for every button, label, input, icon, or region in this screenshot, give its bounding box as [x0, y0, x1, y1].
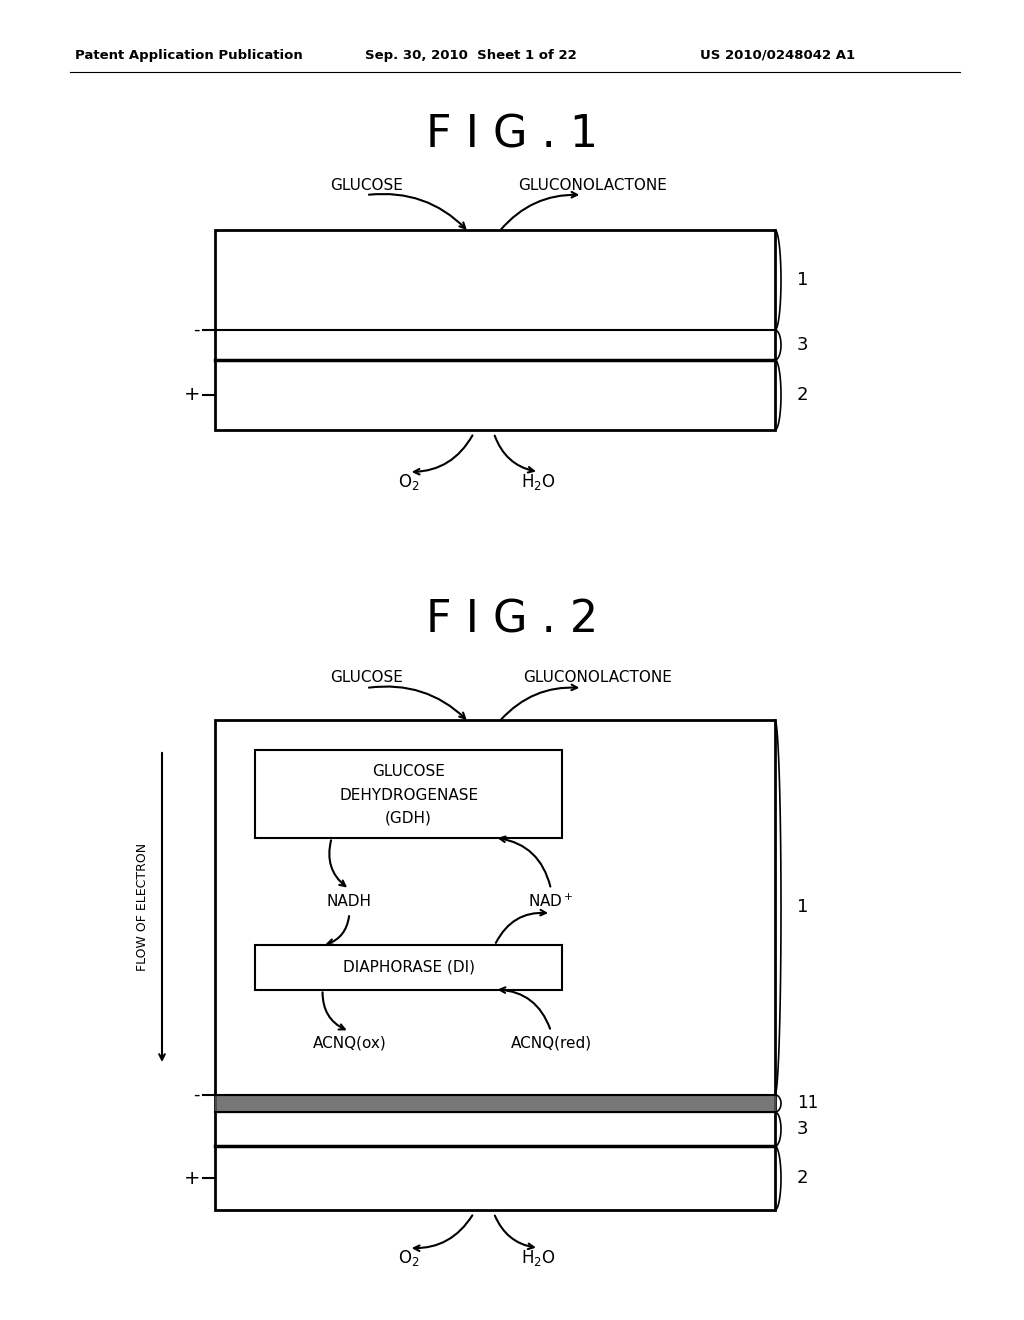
Text: (GDH): (GDH)	[385, 810, 432, 826]
Bar	[215, 230, 775, 430]
Text: NADH: NADH	[327, 894, 372, 908]
Text: 2: 2	[797, 385, 809, 404]
Text: US 2010/0248042 A1: US 2010/0248042 A1	[700, 49, 855, 62]
Text: F I G . 1: F I G . 1	[426, 114, 598, 157]
Text: -: -	[194, 1086, 200, 1104]
Bar	[215, 719, 775, 1210]
Text: FLOW OF ELECTRON: FLOW OF ELECTRON	[135, 843, 148, 972]
Text: 11: 11	[797, 1094, 818, 1113]
Text: 2: 2	[797, 1170, 809, 1187]
Text: GLUCOSE: GLUCOSE	[330, 177, 402, 193]
Text: 1: 1	[797, 271, 808, 289]
Text: O$_2$: O$_2$	[398, 1247, 420, 1269]
Text: GLUCONOLACTONE: GLUCONOLACTONE	[518, 177, 667, 193]
Text: 1: 1	[797, 899, 808, 916]
Text: DEHYDROGENASE: DEHYDROGENASE	[339, 788, 478, 803]
Text: GLUCONOLACTONE: GLUCONOLACTONE	[523, 671, 672, 685]
Bar	[255, 750, 562, 838]
Text: DIAPHORASE (DI): DIAPHORASE (DI)	[343, 960, 474, 975]
Text: +: +	[183, 1168, 200, 1188]
Text: Sep. 30, 2010  Sheet 1 of 22: Sep. 30, 2010 Sheet 1 of 22	[365, 49, 577, 62]
Text: 3: 3	[797, 337, 809, 354]
Text: GLUCOSE: GLUCOSE	[330, 671, 402, 685]
Text: +: +	[183, 385, 200, 404]
Text: Patent Application Publication: Patent Application Publication	[75, 49, 303, 62]
Bar	[255, 945, 562, 990]
Text: NAD$^+$: NAD$^+$	[528, 892, 573, 909]
Text: F I G . 2: F I G . 2	[426, 598, 598, 642]
Text: H$_2$O: H$_2$O	[521, 473, 556, 492]
Text: ACNQ(red): ACNQ(red)	[510, 1036, 592, 1051]
Text: H$_2$O: H$_2$O	[521, 1247, 556, 1269]
Text: -: -	[194, 321, 200, 339]
Text: O$_2$: O$_2$	[398, 473, 420, 492]
Text: ACNQ(ox): ACNQ(ox)	[312, 1036, 386, 1051]
Text: GLUCOSE: GLUCOSE	[372, 764, 445, 779]
Text: 3: 3	[797, 1121, 809, 1138]
